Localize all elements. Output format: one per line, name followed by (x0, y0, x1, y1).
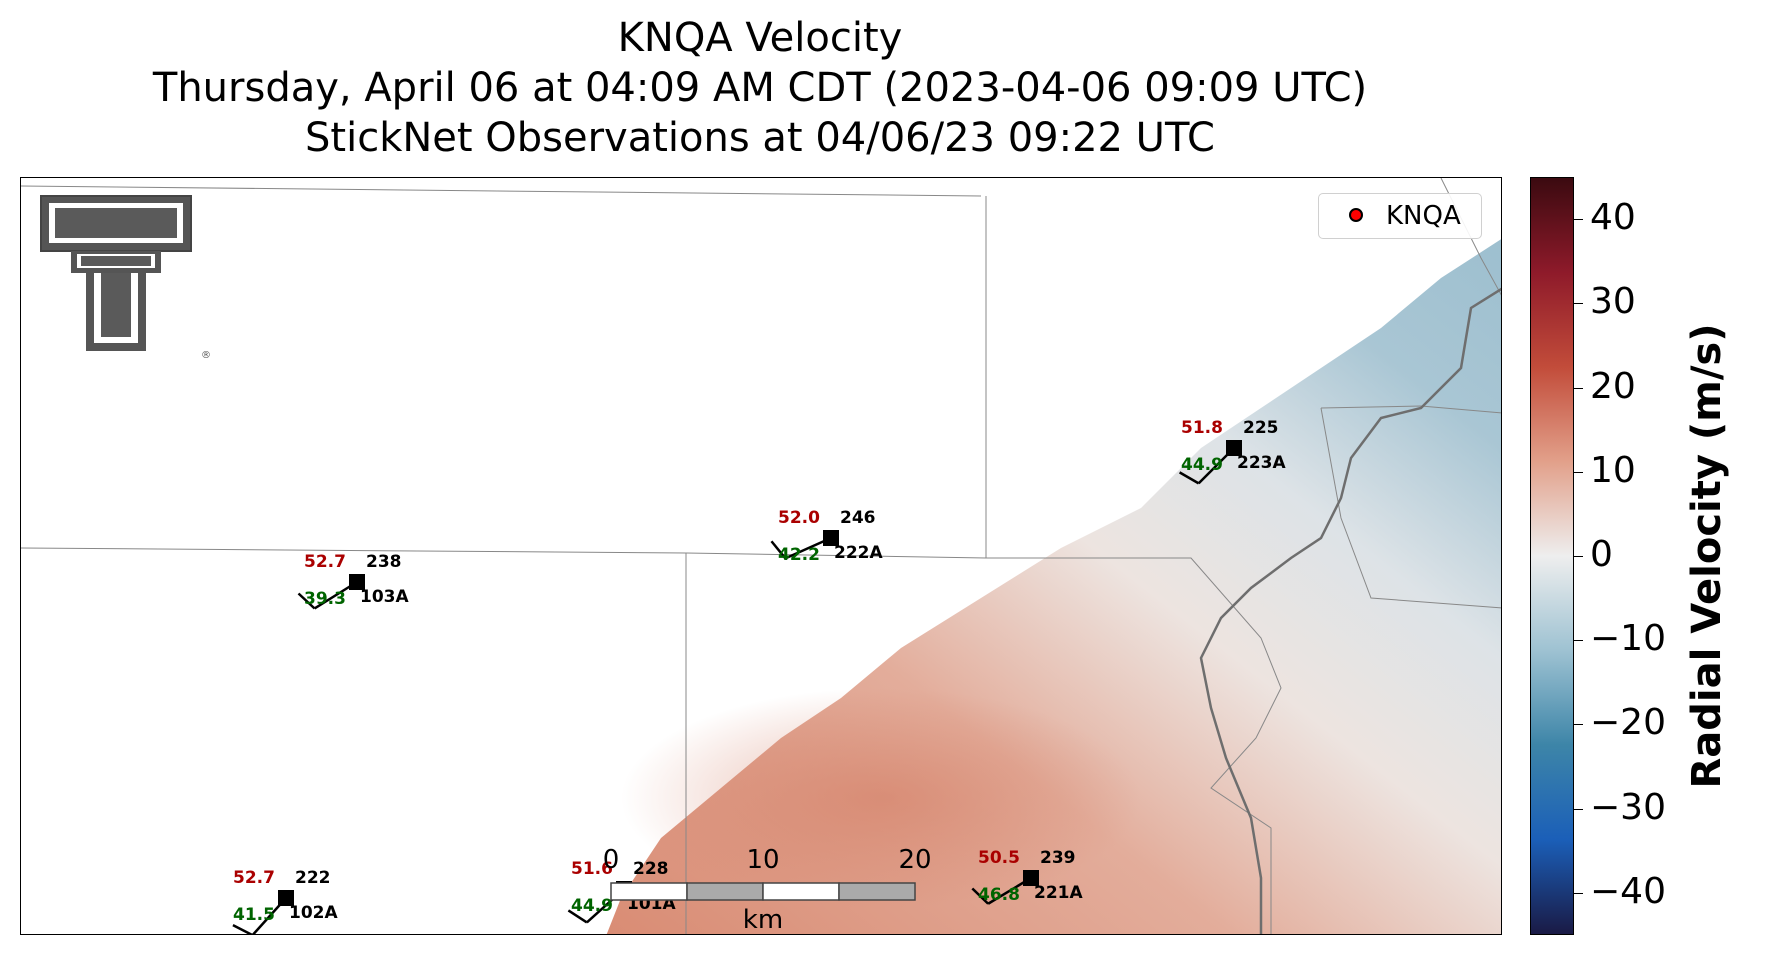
scale-unit: km (742, 905, 784, 935)
colorbar-tick-label: 40 (1590, 197, 1636, 239)
colorbar-tick (1574, 724, 1583, 726)
velocity-colorbar (1530, 177, 1574, 935)
scale-label-10: 10 (746, 845, 780, 875)
station-221A[interactable]: 50.5 239 46.8 221A (971, 848, 1083, 905)
county-borders (21, 178, 1501, 934)
wind-barb-flag (770, 540, 787, 560)
wind-barb-flag (297, 592, 316, 610)
station-temperature: 52.7 (233, 868, 275, 888)
title-time: Thursday, April 06 at 04:09 AM CDT (2023… (152, 65, 1368, 111)
title-radar: KNQA Velocity (617, 15, 903, 61)
station-222A[interactable]: 52.0 246 42.2 222A (770, 508, 883, 565)
station-marker-icon (278, 890, 294, 906)
station-dewpoint: 39.3 (304, 589, 346, 609)
station-223A[interactable]: 51.8 225 44.9 223A (1178, 418, 1287, 485)
station-id: 223A (1237, 453, 1286, 473)
station-dewpoint: 44.9 (1181, 455, 1223, 475)
colorbar-tick (1574, 556, 1583, 557)
station-temperature: 51.8 (1181, 418, 1223, 438)
station-temperature: 52.7 (304, 552, 346, 572)
station-marker-icon (823, 530, 839, 546)
wind-barb-flag (232, 924, 254, 934)
station-temperature: 52.0 (778, 508, 820, 528)
logo-registered-mark: ® (201, 350, 211, 361)
station-marker-icon (1226, 440, 1242, 456)
station-103A[interactable]: 52.7 238 39.3 103A (297, 552, 410, 610)
colorbar-tick (1574, 219, 1583, 221)
colorbar-tick-label: −20 (1590, 702, 1666, 744)
colorbar-tick-label: −30 (1590, 786, 1666, 828)
station-temperature: 50.5 (978, 848, 1020, 868)
station-wind-direction: 238 (366, 552, 402, 572)
station-wind-direction: 246 (840, 508, 876, 528)
station-marker-icon (1023, 870, 1039, 886)
colorbar-tick (1574, 387, 1583, 389)
map-legend: KNQA (1318, 193, 1482, 239)
wind-barb-flag (567, 909, 588, 924)
colorbar-tick-label: 30 (1590, 281, 1636, 323)
colorbar-tick-label: 0 (1590, 534, 1613, 575)
colorbar-tick-label: 10 (1590, 449, 1636, 491)
colorbar-tick (1574, 808, 1583, 810)
wind-barb-flag (971, 887, 990, 905)
stations-layer: 52.7 238 39.3 103A 52.0 246 42.2 222A 51.8 225 44.… (232, 418, 1287, 935)
colorbar-tick (1574, 303, 1583, 305)
scale-bar (610, 882, 916, 901)
station-marker-icon (349, 574, 365, 590)
colorbar-tick-label: 20 (1590, 365, 1636, 407)
radar-site-marker-icon (1349, 208, 1363, 222)
scale-label-20: 20 (898, 845, 932, 875)
colorbar-tick (1574, 471, 1583, 473)
wind-barb-flag (1178, 471, 1200, 485)
station-dewpoint: 41.5 (233, 905, 275, 925)
station-dewpoint: 42.2 (778, 545, 820, 565)
station-wind-direction: 239 (1040, 848, 1076, 868)
colorbar-title: Radial Velocity (m/s) (1684, 323, 1730, 789)
map-svg: ® 52.7 238 39.3 103A 52.0 246 42.2 222A 51.8 225 4… (21, 178, 1501, 935)
legend-label: KNQA (1386, 201, 1461, 231)
scale-label-0: 0 (602, 845, 620, 875)
colorbar-tick (1574, 892, 1583, 894)
state-border (1199, 287, 1501, 934)
station-dewpoint: 46.8 (978, 885, 1020, 905)
station-wind-direction: 228 (633, 859, 669, 879)
station-dewpoint: 44.9 (571, 896, 613, 916)
station-wind-direction: 225 (1243, 418, 1279, 438)
station-id: 102A (289, 903, 338, 923)
colorbar-tick (1574, 640, 1583, 642)
station-id: 221A (1034, 883, 1083, 903)
colorbar-tick-label: −10 (1590, 618, 1666, 660)
title-observations: StickNet Observations at 04/06/23 09:22 … (305, 115, 1215, 161)
station-wind-direction: 222 (295, 868, 331, 888)
station-102A[interactable]: 52.7 222 41.5 102A (232, 868, 339, 935)
station-id: 222A (834, 543, 883, 563)
velocity-core (621, 688, 1141, 908)
radar-map[interactable]: ® 52.7 238 39.3 103A 52.0 246 42.2 222A 51.8 225 4… (20, 177, 1502, 935)
station-temperature: 51.6 (571, 859, 613, 879)
station-id: 103A (360, 587, 409, 607)
colorbar-tick-label: −40 (1590, 870, 1666, 912)
texas-tech-logo: ® (40, 195, 211, 361)
